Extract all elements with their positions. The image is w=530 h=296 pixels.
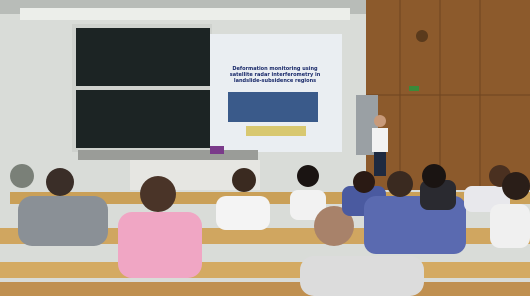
slide-image — [228, 92, 318, 122]
slide-logos — [246, 126, 306, 136]
student — [490, 204, 530, 248]
student-head — [10, 164, 34, 188]
student-head — [297, 165, 319, 187]
laptop — [210, 146, 224, 154]
lecture-room-photo: Deformation monitoring using satellite r… — [0, 0, 530, 296]
slide-title: Deformation monitoring using satellite r… — [222, 66, 328, 84]
desk-row — [0, 282, 530, 296]
student-head — [422, 164, 446, 188]
blackboard — [76, 28, 210, 86]
student — [18, 196, 108, 246]
page: Deformation monitoring using satellite r… — [0, 0, 530, 296]
slide-title-box: Deformation monitoring using satellite r… — [222, 66, 328, 92]
exit-sign — [409, 86, 419, 91]
presenter-head — [374, 115, 386, 127]
desk-row — [0, 262, 530, 278]
clock — [416, 30, 428, 42]
presenter-shirt — [372, 128, 388, 152]
student-head — [46, 168, 74, 196]
student — [216, 196, 270, 230]
student-head — [502, 172, 530, 200]
student — [300, 256, 424, 296]
presenter-trousers — [374, 152, 386, 176]
blackboard — [76, 90, 210, 148]
student-head — [387, 171, 413, 197]
student — [118, 212, 202, 278]
student-head — [232, 168, 256, 192]
student-head — [140, 176, 176, 212]
front-table — [78, 150, 258, 160]
student-head — [353, 171, 375, 193]
light-fixture — [20, 8, 350, 20]
